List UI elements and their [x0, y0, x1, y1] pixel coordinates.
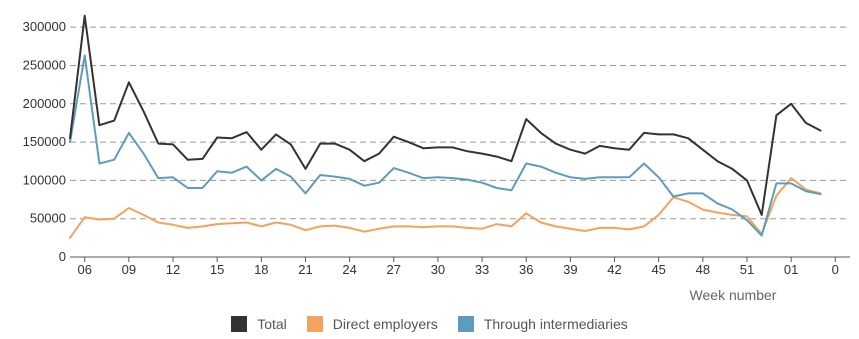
x-tick-label: 12	[166, 262, 180, 277]
x-tick-label: 09	[122, 262, 136, 277]
x-tick-label: 01	[784, 262, 798, 277]
y-tick-label: 200000	[23, 96, 66, 111]
legend-item-total: Total	[231, 316, 287, 332]
legend-item-direct-employers: Direct employers	[306, 316, 438, 332]
legend: Total Direct employers Through intermedi…	[0, 316, 859, 332]
x-axis-title: Week number	[690, 287, 777, 303]
x-tick-label: 0	[832, 262, 839, 277]
y-tick-label: 300000	[23, 19, 66, 34]
x-tick-label: 51	[740, 262, 754, 277]
x-tick-label: 33	[475, 262, 489, 277]
series-line-through-intermediaries	[69, 54, 822, 237]
x-tick-label: 15	[210, 262, 224, 277]
series-line-total	[69, 14, 822, 216]
y-tick-label: 0	[59, 249, 66, 264]
x-tick-label: 45	[651, 262, 665, 277]
legend-swatch-through-intermediaries	[457, 316, 474, 332]
x-tick-label: 39	[563, 262, 577, 277]
x-tick-label: 48	[696, 262, 710, 277]
gridlines	[70, 26, 850, 220]
series-lines	[69, 14, 822, 239]
x-axis: 06 09 12 15 18 21 24 27 30 33 36 39 42 45 48 51 01 0	[70, 256, 850, 277]
x-tick-label: 21	[298, 262, 312, 277]
series-line-direct-employers	[69, 177, 822, 239]
x-tick-label: 36	[519, 262, 533, 277]
y-tick-label: 100000	[23, 172, 66, 187]
legend-swatch-direct-employers	[306, 316, 323, 332]
legend-swatch-total	[231, 316, 248, 332]
y-tick-label: 250000	[23, 57, 66, 72]
legend-label-total: Total	[257, 316, 287, 332]
y-axis: 0 50000 100000 150000 200000 250000 300000	[23, 19, 66, 264]
y-tick-label: 150000	[23, 134, 66, 149]
x-tick-label: 18	[254, 262, 268, 277]
legend-item-through-intermediaries: Through intermediaries	[457, 316, 628, 332]
x-tick-label: 42	[607, 262, 621, 277]
x-tick-label: 30	[431, 262, 445, 277]
legend-label-direct-employers: Direct employers	[332, 316, 438, 332]
legend-label-through-intermediaries: Through intermediaries	[483, 316, 628, 332]
x-tick-label: 06	[77, 262, 91, 277]
x-tick-label: 27	[387, 262, 401, 277]
y-tick-label: 50000	[30, 211, 66, 226]
x-tick-label: 24	[342, 262, 356, 277]
